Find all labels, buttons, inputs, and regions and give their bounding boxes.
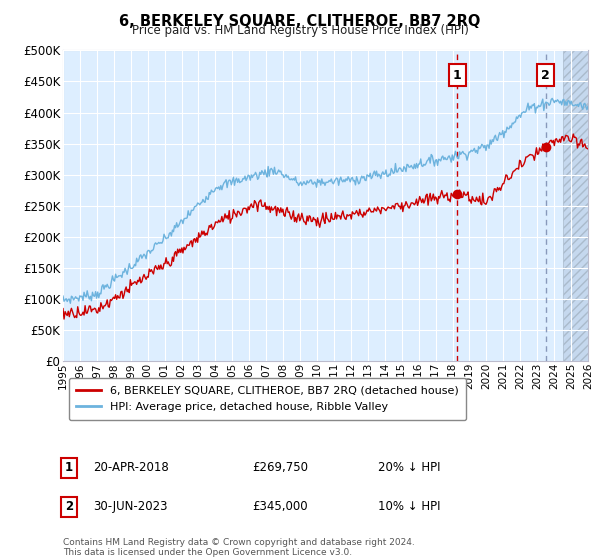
Text: 30-JUN-2023: 30-JUN-2023 xyxy=(93,500,167,514)
Text: 10% ↓ HPI: 10% ↓ HPI xyxy=(378,500,440,514)
Bar xyxy=(563,50,588,361)
Text: 6, BERKELEY SQUARE, CLITHEROE, BB7 2RQ: 6, BERKELEY SQUARE, CLITHEROE, BB7 2RQ xyxy=(119,14,481,29)
Text: Contains HM Land Registry data © Crown copyright and database right 2024.
This d: Contains HM Land Registry data © Crown c… xyxy=(63,538,415,557)
Text: 1: 1 xyxy=(453,69,462,82)
Text: 2: 2 xyxy=(541,69,550,82)
Text: 1: 1 xyxy=(65,461,73,474)
Legend: 6, BERKELEY SQUARE, CLITHEROE, BB7 2RQ (detached house), HPI: Average price, det: 6, BERKELEY SQUARE, CLITHEROE, BB7 2RQ (… xyxy=(68,378,466,420)
Text: 20-APR-2018: 20-APR-2018 xyxy=(93,461,169,474)
Text: £269,750: £269,750 xyxy=(252,461,308,474)
Text: Price paid vs. HM Land Registry's House Price Index (HPI): Price paid vs. HM Land Registry's House … xyxy=(131,24,469,36)
Text: £345,000: £345,000 xyxy=(252,500,308,514)
Text: 20% ↓ HPI: 20% ↓ HPI xyxy=(378,461,440,474)
Text: 2: 2 xyxy=(65,500,73,514)
